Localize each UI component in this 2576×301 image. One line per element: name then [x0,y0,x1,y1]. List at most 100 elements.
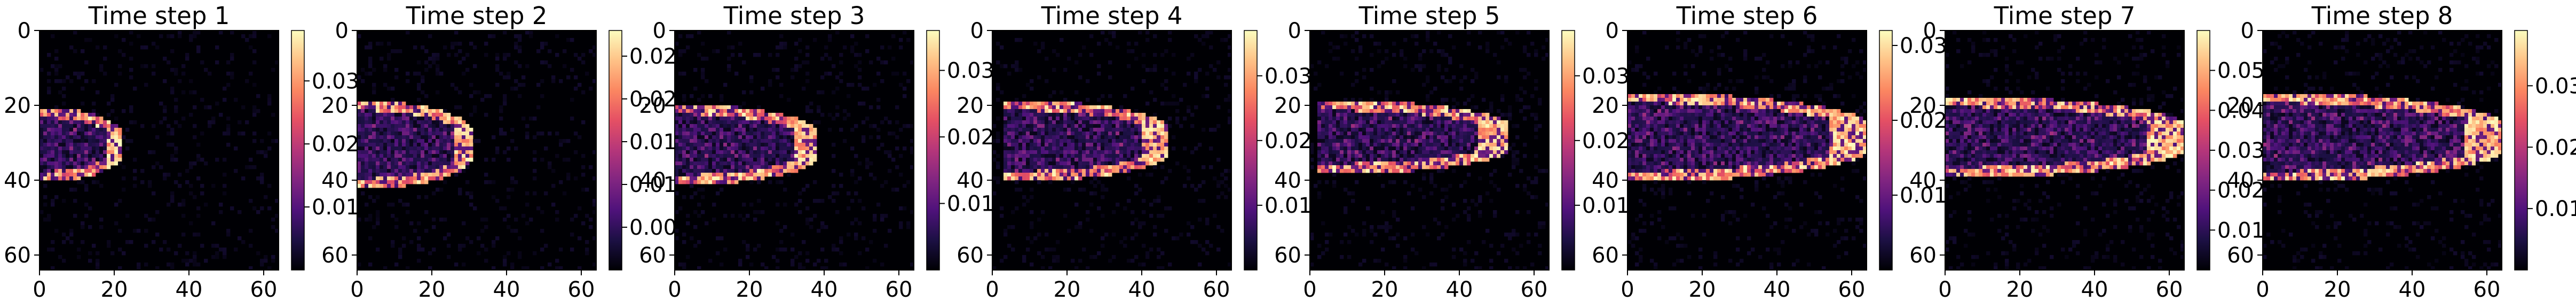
heatmap-cell [1045,120,1049,125]
heatmap-cell [1007,72,1012,76]
heatmap-cell [1444,109,1449,113]
heatmap-cell [794,132,799,136]
heatmap-cell [1048,124,1053,128]
heatmap-cell [1321,139,1325,143]
heatmap-cell [84,154,89,158]
heatmap-cell [1407,102,1411,106]
heatmap-cell [1011,120,1015,125]
heatmap-cell [1060,143,1064,147]
heatmap-cell [58,169,62,173]
heatmap-cell [828,128,832,132]
heatmap-cell [432,150,436,155]
heatmap-cell [417,113,421,117]
heatmap-cell [1086,266,1090,271]
heatmap-cell [368,236,373,241]
heatmap-cell [1056,165,1060,169]
heatmap-cell [570,68,574,72]
heatmap-cell [1336,113,1340,117]
heatmap-cell [865,117,870,121]
heatmap-cell [1448,117,1452,121]
heatmap-cell [103,150,107,155]
heatmap-cell [1411,135,1415,140]
heatmap-cell [219,210,223,214]
heatmap-cell [394,263,399,267]
heatmap-cell [380,158,384,162]
heatmap-cell [779,240,784,244]
heatmap-cell [436,90,440,95]
heatmap-cell [1415,117,1419,121]
heatmap-cell [1089,132,1094,136]
heatmap-cell [1194,105,1198,110]
heatmap-cell [1026,236,1030,241]
heatmap-cell [1448,132,1452,136]
heatmap-cell [761,139,765,143]
heatmap-cell [783,45,787,50]
heatmap-cell [159,248,163,252]
heatmap-cell [1145,146,1150,151]
heatmap-cell [62,161,66,166]
heatmap-cell [503,53,507,57]
heatmap-cell [372,68,376,72]
heatmap-cell [1003,109,1008,113]
y-tick-label: 60 [4,243,31,268]
heatmap-cell [1497,109,1501,113]
heatmap-cell [592,203,597,207]
heatmap-cell [428,150,432,155]
heatmap-cell [675,154,679,158]
heatmap-cell [809,150,813,155]
heatmap-cell [421,176,425,181]
heatmap-cell [1463,139,1467,143]
heatmap-cell [581,90,586,95]
heatmap-cell [118,150,122,155]
heatmap-cell [1358,98,1363,102]
heatmap-cell [1101,214,1105,218]
heatmap-cell [1145,255,1150,259]
heatmap-cell [768,158,772,162]
heatmap-cell [768,135,772,140]
heatmap-cell [99,124,104,128]
heatmap-cell [1134,150,1139,155]
heatmap-cell [1097,120,1101,125]
heatmap-cell [1145,38,1150,42]
heatmap-cell [110,109,115,113]
heatmap-cell [772,113,776,117]
heatmap-cell [417,259,421,263]
heatmap-cell [376,195,380,199]
heatmap-cell [1213,68,1217,72]
heatmap-cell [409,173,414,177]
heatmap-cell [451,143,455,147]
heatmap-cell [114,139,118,143]
heatmap-cell [1400,143,1404,147]
heatmap-cell [1026,150,1030,155]
heatmap-cell [712,128,716,132]
heatmap-cell [380,120,384,125]
heatmap-cell [1015,143,1019,147]
heatmap-cell [693,176,698,181]
heatmap-cell [678,120,683,125]
heatmap-cell [734,169,739,173]
heatmap-cell [465,191,470,196]
heatmap-cell [746,139,750,143]
heatmap-cell [1407,146,1411,151]
heatmap-cell [525,203,530,207]
heatmap-cell [854,236,858,241]
heatmap-cell [1392,139,1396,143]
heatmap-cell [383,83,388,87]
heatmap-cell [847,191,851,196]
heatmap-cell [69,79,74,83]
heatmap-cell [264,154,268,158]
heatmap-cell [682,49,686,53]
heatmap-cell [1056,146,1060,151]
heatmap-cell [62,154,66,158]
heatmap-cell [1411,113,1415,117]
heatmap-cell [1116,165,1120,169]
heatmap-cell [847,233,851,237]
heatmap-cell [413,176,417,181]
heatmap-cell [84,117,89,121]
heatmap-cell [357,263,361,267]
heatmap-cell [820,57,825,61]
heatmap-cell [47,161,51,166]
heatmap-cell [1351,109,1355,113]
heatmap-cell [1086,150,1090,155]
heatmap-cell [1033,176,1038,181]
